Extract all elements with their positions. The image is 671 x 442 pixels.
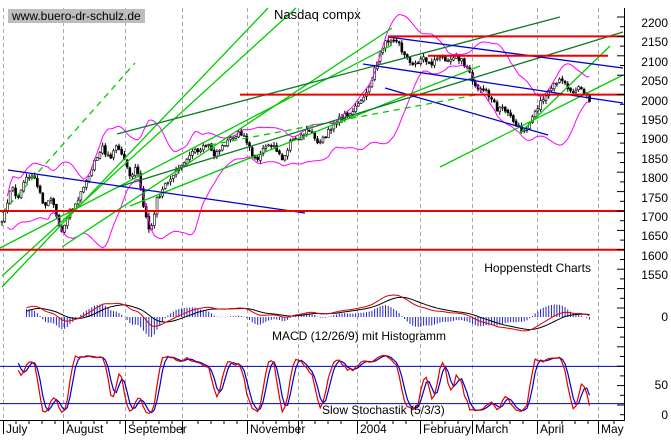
macd-panel [25,294,591,337]
x-axis-month-label: 2004 [360,422,387,436]
y-axis-price-label: 1950 [641,113,668,127]
x-axis-month-label: August [66,422,104,436]
y-axis-price-label: 1700 [641,210,668,224]
stochastic-panel [0,354,624,415]
stochastic-panel-label: Slow Stochastik (5/3/3) [322,403,445,417]
x-axis-month-label: March [475,422,509,436]
y-axis-price-label: 1550 [641,268,668,283]
stochastic-k-line [17,354,591,415]
y-axis-indicator-label: 0 [661,310,668,324]
y-axis-price-label: 2050 [641,74,668,89]
month-gridlines [3,8,599,420]
y-axis-price-label: 1800 [641,171,668,186]
bollinger-lower [7,64,590,249]
x-axis-month-label: February [423,422,472,436]
y-axis-price-label: 2200 [641,16,668,30]
trend-lines [0,7,624,288]
bollinger-bands [6,13,590,249]
y-axis-indicator-label: 50 [654,378,668,392]
support-resistance-levels [0,35,624,251]
macd-signal-line [26,296,590,331]
y-axis-price-label: 1600 [641,248,668,263]
bollinger-upper [6,13,590,197]
stochastic-d-line [17,355,591,414]
y-axis-price-label: 1750 [641,190,668,205]
x-axis-month-label: September [128,422,187,436]
y-axis-price-label: 1900 [641,132,668,147]
x-axis-month-label: May [601,422,624,436]
x-axis-month-label: November [250,422,306,436]
macd-panel-label: MACD (12/26/9) mit Histogramm [272,329,447,343]
y-axis-price-label: 2000 [641,93,668,108]
axes [0,8,625,434]
x-axis-month-label: April [540,422,565,436]
y-axis-price-label: 1850 [641,151,668,166]
macd-line [26,294,590,332]
watermark-badge: www.buero-dr-schulz.de [8,9,145,23]
x-axis-month-label: July [6,422,28,436]
y-axis-price-label: 2100 [641,54,668,69]
y-axis-price-label: 1650 [641,229,668,244]
y-axis-price-label: 2150 [641,35,668,50]
y-axis-indicator-label: 0 [661,408,668,422]
chart-title: Nasdaq compx [274,7,361,22]
credit-text: Hoppenstedt Charts [484,261,591,275]
